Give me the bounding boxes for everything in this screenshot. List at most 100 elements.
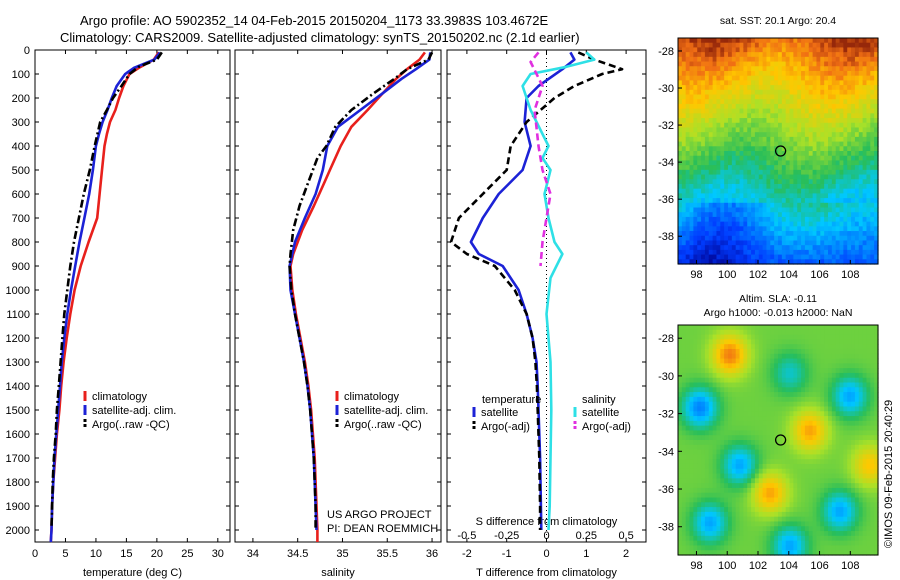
timestamp-label: ©IMOS 09-Feb-2015 20:40:29 [883,400,895,548]
series-line-satellite-cyan [521,51,596,531]
legend-label: Argo(..raw -QC) [92,419,170,431]
x-tick-label: 0 [32,548,38,560]
x-tick-label: 25 [181,548,193,560]
x-tick-label: 30 [212,548,224,560]
x2-tick-label: 0 [543,530,549,542]
series-line-satellite-blue [469,51,576,531]
sst-map-title: sat. SST: 20.1 Argo: 20.4 [720,15,836,27]
project-line2: PI: DEAN ROEMMICH [327,523,438,535]
x-tick-label: 35 [336,548,348,560]
map-y-tick-label: -28 [658,333,674,345]
y-tick-label: 1500 [6,405,30,417]
legend-header-salinity: salinity [582,394,616,406]
x-tick-label: -1 [502,548,512,560]
y-tick-label: 2000 [6,525,30,537]
y-tick-label: 0 [24,45,30,57]
figure-title-line1: Argo profile: AO 5902352_14 04-Feb-2015 … [80,13,548,28]
x-tick-label: 20 [151,548,163,560]
project-label: US ARGO PROJECT PI: DEAN ROEMMICH [327,509,438,535]
map-x-tick-label: 104 [780,560,798,572]
map-y-tick-label: -36 [658,484,674,496]
y-tick-label: 500 [12,165,30,177]
map-x-tick-label: 104 [780,269,798,281]
x2-tick-label: -0.25 [494,530,519,542]
figure-title-line2: Climatology: CARS2009. Satellite-adjuste… [60,30,580,45]
x-tick-label: 10 [90,548,102,560]
legend-label: climatology [344,391,400,403]
x-tick-label: 36 [426,548,438,560]
plot-frame [34,49,231,543]
map-y-tick-label: -30 [658,371,674,383]
plot-frame [234,49,442,543]
y-tick-label: 200 [12,93,30,105]
y-tick-label: 1200 [6,333,30,345]
map-x-tick-label: 100 [718,269,736,281]
map-y-tick-label: -30 [658,83,674,95]
salinity-profile-panel: 34 34.5 35 35.5 36 salinity climatology satelli… [234,49,442,579]
map-x-tick-label: 100 [718,560,736,572]
map-field [678,325,879,556]
y-tick-label: 1000 [6,285,30,297]
map-y-tick-label: -38 [658,522,674,534]
series-line-argo-adj--black [449,51,624,530]
legend-label: satellite [582,407,619,419]
map-field [678,38,879,265]
sla-map-title-line1: Altim. SLA: -0.11 [739,293,817,305]
x-tick-label: 35.5 [377,548,398,560]
x-tick-label: 34 [247,548,259,560]
series-line-satellite-adj-clim--blue [288,52,432,531]
y-tick-label: 600 [12,189,30,201]
y-tick-label: 800 [12,237,30,249]
x-tick-label: 34.5 [287,548,308,560]
y-tick-label: 1800 [6,477,30,489]
temperature-profile-panel: 0100200300400500600700800900100011001200… [6,45,231,579]
plot-frame [446,49,647,543]
series-line-argo-raw-qc--black [288,51,434,528]
y-tick-label: 300 [12,117,30,129]
x2-tick-label: 0.25 [576,530,597,542]
x-tick-label: 2 [623,548,629,560]
map-y-tick-label: -32 [658,120,674,132]
y-tick-label: 1600 [6,429,30,441]
y-tick-label: 700 [12,213,30,225]
x-tick-label: 5 [62,548,68,560]
y-tick-label: 1400 [6,381,30,393]
x-tick-label: 1 [583,548,589,560]
map-y-tick-label: -32 [658,409,674,421]
x-tick-label: 15 [120,548,132,560]
x2-tick-label: 0.5 [618,530,633,542]
y-tick-label: 1300 [6,357,30,369]
x-tick-label: 0 [543,548,549,560]
legend-label: satellite [481,407,518,419]
map-x-tick-label: 108 [841,560,859,572]
sst-map: 98 100 102 104 106 108 -28 -30 -32 -34 -36 -38 sat. … [658,15,879,281]
map-y-tick-label: -28 [658,46,674,58]
legend-header-temperature: temperature [482,394,541,406]
series-line-argo-adj--magenta [529,51,552,267]
map-frame [677,37,879,265]
legend-label: satellite-adj. clim. [92,405,176,417]
map-x-tick-label: 106 [810,560,828,572]
legend-label: Argo(-adj) [582,421,631,433]
map-x-tick-label: 98 [690,560,702,572]
y-tick-label: 1900 [6,501,30,513]
map-x-tick-label: 102 [749,560,767,572]
legend-label: Argo(..raw -QC) [344,419,422,431]
x-axis-label: temperature (deg C) [83,567,182,579]
map-x-tick-label: 98 [690,269,702,281]
map-x-tick-label: 102 [749,269,767,281]
map-x-tick-label: 106 [810,269,828,281]
y-tick-label: 100 [12,69,30,81]
sla-map: 98 100 102 104 106 108 -28 -30 -32 -34 -36 -38 Altim… [658,293,879,572]
map-y-tick-label: -38 [658,231,674,243]
legend-label: Argo(-adj) [481,421,530,433]
legend-label: climatology [92,391,148,403]
float-location-marker [774,145,787,157]
y-tick-label: 1100 [6,309,30,321]
y-tick-label: 1700 [6,453,30,465]
legend-label: satellite-adj. clim. [344,405,428,417]
map-frame [677,324,879,556]
y-tick-label: 400 [12,141,30,153]
project-line1: US ARGO PROJECT [327,509,432,521]
sla-map-title-line2: Argo h1000: -0.013 h2000: NaN [704,307,853,319]
